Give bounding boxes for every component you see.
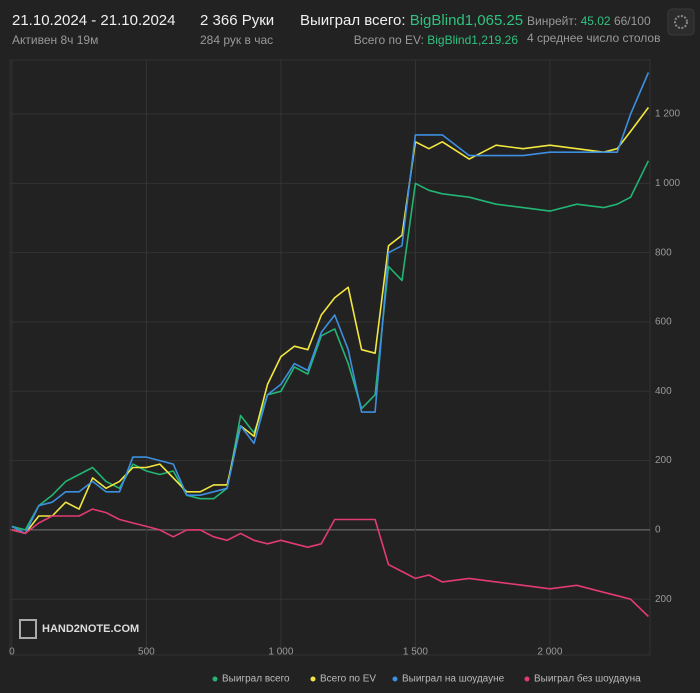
legend-marker xyxy=(310,676,316,682)
y-tick-label: 800 xyxy=(655,247,672,258)
series-line xyxy=(11,72,650,535)
y-tick-label: 200 xyxy=(655,594,672,605)
logo: HAND2NOTE.COM xyxy=(42,623,139,635)
winrate-unit: 66/100 xyxy=(613,14,651,28)
y-tick-label: 400 xyxy=(655,386,672,397)
legend-label: Выиграл на шоудауне xyxy=(402,674,505,685)
tables: 4 среднее число столов xyxy=(527,31,661,45)
logo-icon xyxy=(19,619,37,639)
plot-area xyxy=(9,59,651,656)
settings-icon xyxy=(674,15,688,29)
won-label: Выиграл всего: xyxy=(300,12,406,29)
ev-value: BigBlind1,219.26 xyxy=(427,33,518,47)
legend-marker xyxy=(392,676,398,682)
legend-marker xyxy=(524,676,530,682)
y-tick-label: 200 xyxy=(655,455,672,466)
x-tick-label: 1 500 xyxy=(403,647,428,658)
y-tick-label: 1 000 xyxy=(655,178,680,189)
ev-total: Всего по EV: BigBlind1,219.26 xyxy=(354,33,518,47)
x-tick-label: 2 000 xyxy=(537,647,562,658)
legend-marker xyxy=(212,676,218,682)
hands-rate: 284 рук в час xyxy=(200,33,274,47)
series-line xyxy=(11,107,650,535)
winrate: Винрейт: 45.02 66/100 xyxy=(527,14,651,28)
legend-label: Выиграл без шоудауна xyxy=(534,673,641,685)
winrate-value: 45.02 xyxy=(580,14,611,28)
y-tick-label: 600 xyxy=(655,317,672,328)
y-tick-label: 0 xyxy=(655,525,661,536)
won-value: BigBlind1,065.25 xyxy=(409,12,524,29)
legend-label: Выиграл всего xyxy=(222,674,290,685)
won-total: Выиграл всего: BigBlind1,065.25 xyxy=(300,12,523,29)
active-time: Активен 8ч 19м xyxy=(12,33,99,47)
x-tick-label: 0 xyxy=(9,647,15,658)
x-tick-label: 1 000 xyxy=(268,647,293,658)
settings-button[interactable] xyxy=(667,8,695,36)
legend-label: Всего по EV xyxy=(320,674,376,685)
hands: 2 366 Руки xyxy=(200,12,275,29)
dates: 21.10.2024 - 21.10.2024 xyxy=(12,12,176,29)
series-line xyxy=(11,160,650,531)
series-line xyxy=(11,508,649,618)
y-tick-label: 1 200 xyxy=(655,109,680,120)
x-tick-label: 500 xyxy=(138,647,155,658)
ev-label: Всего по EV: xyxy=(353,33,424,47)
winrate-label: Винрейт: xyxy=(527,14,578,28)
